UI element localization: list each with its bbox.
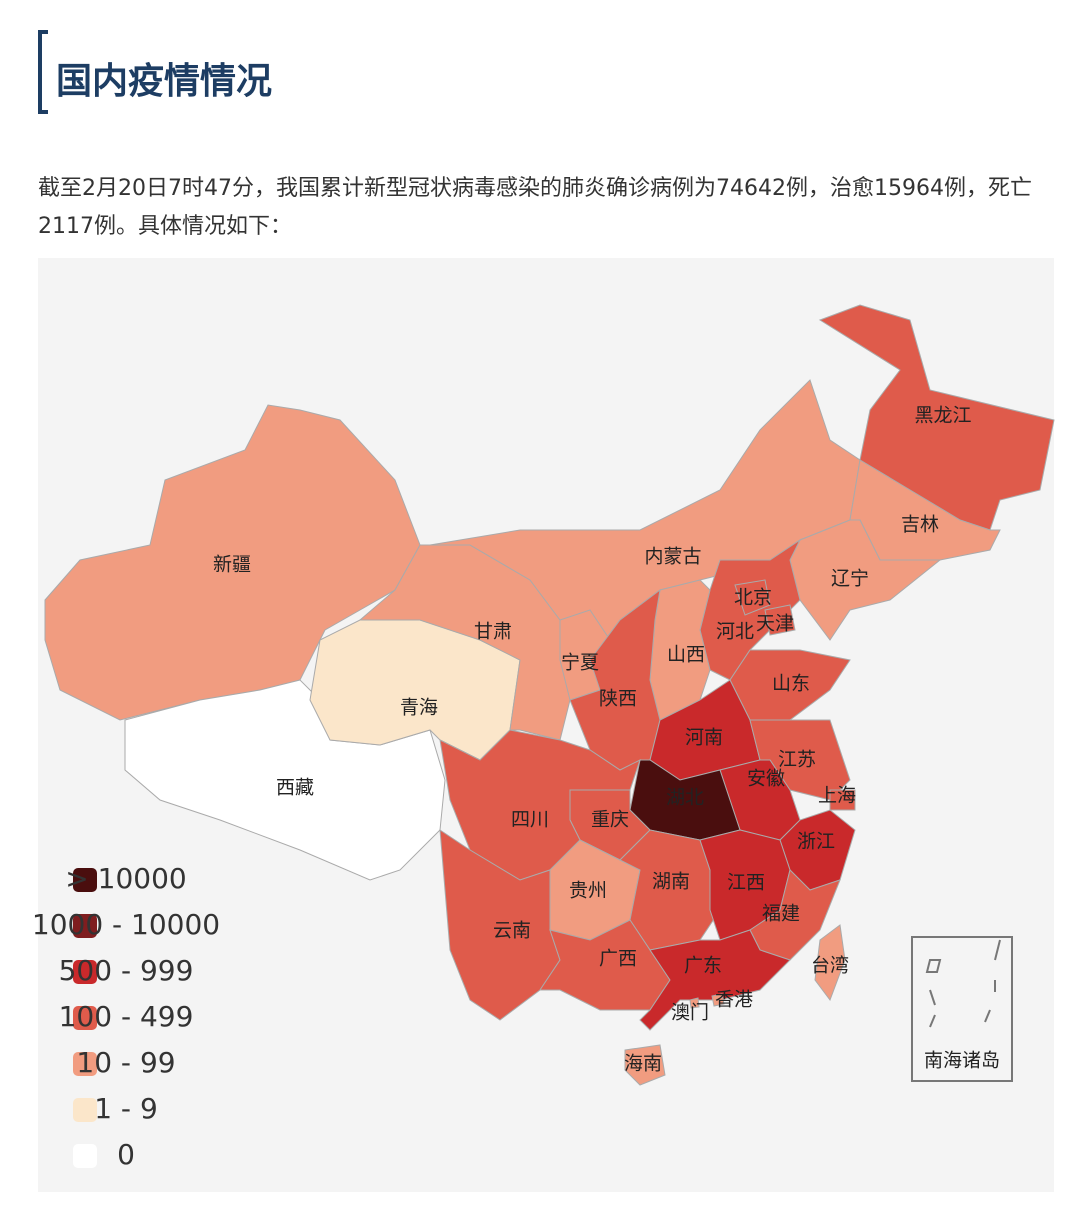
region-label: 香港 — [715, 989, 753, 1011]
region — [818, 304, 1055, 531]
region-label: 西藏 — [276, 777, 314, 799]
region — [619, 829, 721, 951]
legend-label: 500 - 999 — [59, 954, 194, 987]
region-label: 河南 — [685, 727, 723, 749]
legend-swatch — [73, 960, 97, 984]
region-label: 澳门 — [671, 1002, 709, 1024]
legend-swatch — [73, 1006, 97, 1030]
inset-label: 南海诸岛 — [924, 1050, 1000, 1072]
region-label: 天津 — [756, 613, 794, 635]
region — [624, 1044, 666, 1086]
region-label: 湖北 — [666, 787, 704, 809]
region-label: 黑龙江 — [914, 405, 971, 427]
region-label: 山东 — [772, 673, 810, 695]
inset-box — [911, 936, 1013, 1082]
region-label: 新疆 — [213, 554, 251, 576]
region-label: 贵州 — [569, 880, 607, 902]
region — [639, 929, 791, 1031]
legend-swatch — [73, 868, 97, 892]
region-label: 云南 — [493, 920, 531, 942]
region-label: 陕西 — [599, 688, 637, 710]
region — [689, 997, 700, 1009]
region-label: 山西 — [667, 644, 705, 666]
intro: 截至2月20日7时47分，我国累计新型冠状病毒感染的肺炎确诊病例为74642例，… — [38, 176, 1032, 239]
legend-label: 1000 - 10000 — [32, 908, 220, 941]
region — [734, 579, 771, 616]
legend-label: > 10000 — [65, 862, 186, 895]
region-label: 海南 — [624, 1053, 662, 1075]
region-label: 江苏 — [778, 749, 816, 771]
title: 国内疫情情况 — [56, 61, 273, 102]
legend-label: 100 - 499 — [59, 1000, 194, 1033]
region — [829, 789, 856, 811]
region-label: 青海 — [400, 697, 438, 719]
region-label: 河北 — [716, 621, 754, 643]
region-label: 甘肃 — [474, 621, 512, 643]
region-label: 内蒙古 — [644, 546, 701, 568]
legend-label: 10 - 99 — [76, 1046, 175, 1079]
region — [124, 679, 446, 881]
region-label: 辽宁 — [831, 568, 869, 590]
region-label: 江西 — [727, 872, 765, 894]
region-label: 安徽 — [747, 768, 785, 790]
region-label: 福建 — [762, 903, 800, 925]
legend-label: 0 — [117, 1138, 135, 1171]
region — [814, 924, 846, 1002]
legend-swatch — [73, 1052, 97, 1076]
region-label: 吉林 — [901, 514, 939, 536]
region-label: 浙江 — [797, 831, 835, 853]
region-label: 湖南 — [652, 871, 690, 893]
region — [711, 993, 725, 1007]
legend-swatch — [73, 914, 97, 938]
region-label: 广东 — [684, 955, 722, 977]
region-label: 重庆 — [591, 809, 629, 831]
region-label: 上海 — [818, 785, 856, 807]
region-label: 宁夏 — [561, 652, 599, 674]
title-bracket — [38, 30, 48, 114]
legend-swatch — [73, 1144, 97, 1168]
region-label: 台湾 — [811, 955, 849, 977]
region-label: 北京 — [734, 587, 772, 609]
legend-swatch — [73, 1098, 97, 1122]
region-label: 广西 — [599, 948, 637, 970]
region-label: 四川 — [511, 809, 549, 831]
region — [764, 604, 796, 636]
legend-label: 1 - 9 — [94, 1092, 158, 1125]
